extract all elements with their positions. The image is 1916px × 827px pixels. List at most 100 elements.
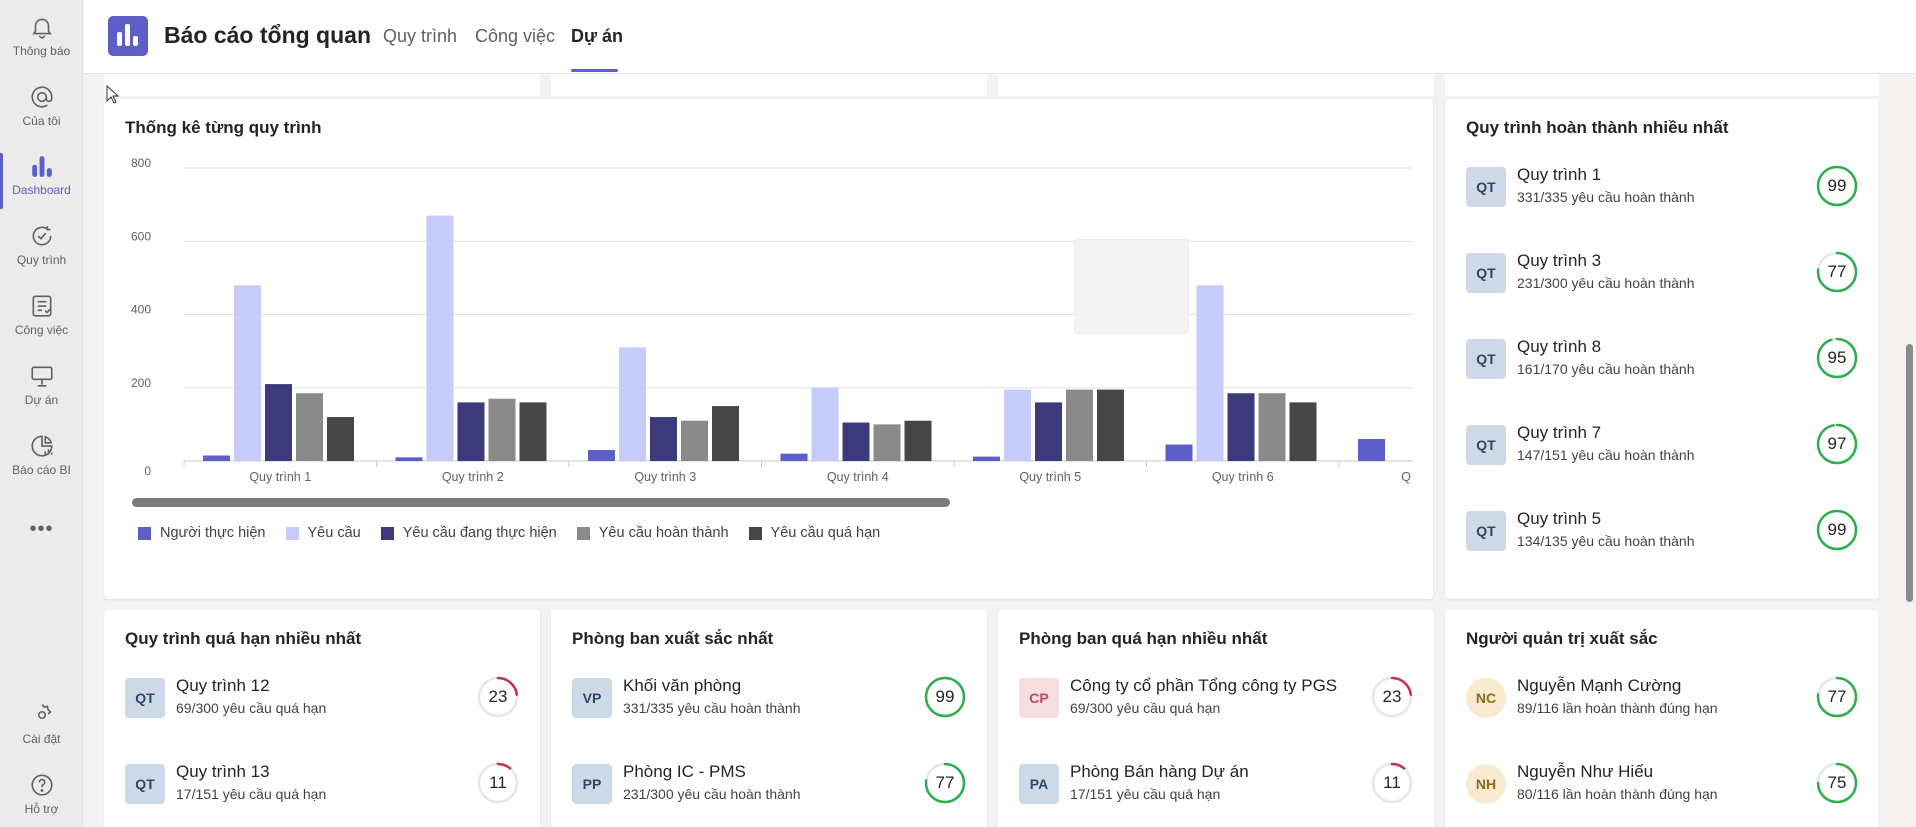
list-item[interactable]: NH Nguyễn Như Hiếu 80/116 lần hoàn thành đ…	[1466, 762, 1858, 812]
rail-item-help[interactable]: Hỗ trợ	[0, 772, 83, 827]
legend-item[interactable]: Yêu cầu	[285, 525, 361, 541]
rail-item-dashboard[interactable]: Dashboard	[0, 153, 83, 219]
item-name: Nguyễn Như Hiếu	[1517, 762, 1654, 781]
bar[interactable]	[203, 455, 230, 461]
dashboard-icon	[31, 156, 52, 177]
bar[interactable]	[488, 398, 516, 461]
rail-item-notifications[interactable]: Thông báo	[0, 14, 83, 80]
best-admins-card: Người quản trị xuất sắc NC Nguyễn Mạnh Cư…	[1445, 610, 1879, 827]
bar[interactable]	[426, 215, 454, 461]
ring-progress	[1816, 423, 1858, 465]
item-detail: 69/300 yêu cầu quá hạn	[176, 700, 327, 716]
list-item[interactable]: QT Quy trình 13 17/151 yêu cầu quá hạn 11	[125, 762, 519, 812]
bar[interactable]	[973, 456, 1000, 461]
bar[interactable]	[1004, 389, 1031, 461]
avatar: QT	[1466, 425, 1506, 465]
bar[interactable]	[1227, 393, 1255, 461]
card-stub	[104, 74, 540, 96]
legend-swatch	[285, 526, 299, 540]
tab-tasks[interactable]: Công việc	[475, 26, 556, 46]
best-departments-card: Phòng ban xuất sắc nhất VP Khối văn phòng…	[551, 610, 987, 827]
rail-item-mine[interactable]: Của tôi	[0, 84, 83, 150]
item-name: Công ty cổ phần Tổng công ty PGS	[1070, 676, 1338, 695]
list-item[interactable]: QT Quy trình 3 231/300 yêu cầu hoàn thành 7…	[1466, 251, 1858, 301]
bar[interactable]	[234, 285, 261, 461]
legend-item[interactable]: Người thực hiện	[138, 525, 266, 541]
legend-label: Người thực hiện	[160, 525, 266, 541]
list-item[interactable]: QT Quy trình 8 161/170 yêu cầu hoàn thành 9…	[1466, 337, 1858, 387]
list-item[interactable]: PP Phòng IC - PMS 231/300 yêu cầu hoàn thà…	[572, 762, 966, 812]
legend-item[interactable]: Yêu cầu đang thực hiện	[380, 525, 557, 541]
chart-horizontal-scrollbar[interactable]	[132, 498, 950, 507]
list-item[interactable]: VP Khối văn phòng 331/335 yêu cầu hoàn thà…	[572, 676, 966, 726]
bar[interactable]	[519, 402, 547, 461]
bar[interactable]	[650, 417, 677, 461]
rail-item-bi-report[interactable]: Báo cáo BI	[0, 433, 83, 499]
bar[interactable]	[873, 424, 901, 461]
list-item[interactable]: PA Phòng Bán hàng Dự án 17/151 yêu cầu quá…	[1019, 762, 1413, 812]
chart-tooltip-placeholder	[1074, 239, 1189, 334]
rail-label: Dự án	[24, 393, 59, 407]
avatar: QT	[1466, 511, 1506, 551]
page-scrollbar-thumb[interactable]	[1906, 344, 1913, 602]
list-item[interactable]: QT Quy trình 12 69/300 yêu cầu quá hạn 23	[125, 676, 519, 726]
process-check-icon	[32, 226, 51, 246]
score-ring	[1371, 676, 1413, 718]
bar[interactable]	[457, 402, 485, 461]
bar[interactable]	[265, 384, 292, 461]
card-stub	[1445, 74, 1879, 96]
avatar: NC	[1466, 678, 1506, 718]
score-ring	[924, 762, 966, 804]
bar[interactable]	[1066, 389, 1093, 461]
bar[interactable]	[1035, 402, 1062, 461]
score-ring	[1816, 251, 1858, 293]
bar[interactable]	[395, 457, 423, 461]
legend-item[interactable]: Yêu cầu hoàn thành	[576, 525, 729, 541]
rail-item-settings[interactable]: Cài đặt	[0, 702, 83, 768]
bar[interactable]	[1358, 439, 1385, 461]
bar[interactable]	[1097, 389, 1124, 461]
score-ring	[1816, 509, 1858, 551]
more-apps-button[interactable]: •••	[29, 518, 54, 540]
list-item[interactable]: QT Quy trình 5 134/135 yêu cầu hoàn thành 9…	[1466, 509, 1858, 559]
rail-item-projects[interactable]: Dự án	[0, 363, 83, 429]
project-board-icon	[30, 366, 53, 387]
bar[interactable]	[842, 422, 870, 461]
rail-label: Cài đặt	[22, 732, 61, 746]
ring-progress	[924, 762, 966, 804]
tab-process[interactable]: Quy trình	[383, 26, 458, 46]
bar[interactable]	[780, 453, 808, 461]
bar[interactable]	[296, 393, 323, 461]
rail-item-process[interactable]: Quy trình	[0, 223, 83, 289]
page-scrollbar[interactable]	[1902, 74, 1916, 827]
y-tick-label: 200	[131, 376, 151, 390]
bar[interactable]	[1258, 393, 1286, 461]
bar[interactable]	[811, 387, 839, 461]
bar[interactable]	[1165, 444, 1193, 461]
card-stub	[998, 74, 1434, 96]
bar[interactable]	[1196, 285, 1224, 461]
y-tick-label: 400	[131, 303, 151, 317]
avatar: QT	[1466, 253, 1506, 293]
item-detail: 161/170 yêu cầu hoàn thành	[1517, 361, 1695, 377]
list-item[interactable]: NC Nguyễn Mạnh Cường 89/116 lần hoàn thành…	[1466, 676, 1858, 726]
bar[interactable]	[1289, 402, 1317, 461]
score-value: 11	[489, 773, 507, 792]
bi-report-icon	[30, 435, 53, 457]
legend-item[interactable]: Yêu cầu quá hạn	[748, 525, 880, 541]
bar[interactable]	[681, 420, 708, 461]
mouse-cursor-icon	[106, 85, 120, 104]
score-ring	[1371, 762, 1413, 804]
bar[interactable]	[588, 450, 615, 461]
list-item[interactable]: QT Quy trình 7 147/151 yêu cầu hoàn thành 9…	[1466, 423, 1858, 473]
bar[interactable]	[327, 417, 354, 461]
bar[interactable]	[619, 347, 646, 461]
task-list-icon	[32, 295, 51, 317]
ring-progress	[477, 676, 519, 718]
bar[interactable]	[712, 406, 739, 461]
list-item[interactable]: QT Quy trình 1 331/335 yêu cầu hoàn thành 9…	[1466, 165, 1858, 215]
rail-item-tasks[interactable]: Công việc	[0, 293, 83, 359]
list-item[interactable]: CP Công ty cổ phần Tổng công ty PGS 69/300…	[1019, 676, 1413, 726]
bar[interactable]	[904, 420, 932, 461]
tab-projects[interactable]: Dự án	[571, 26, 624, 46]
